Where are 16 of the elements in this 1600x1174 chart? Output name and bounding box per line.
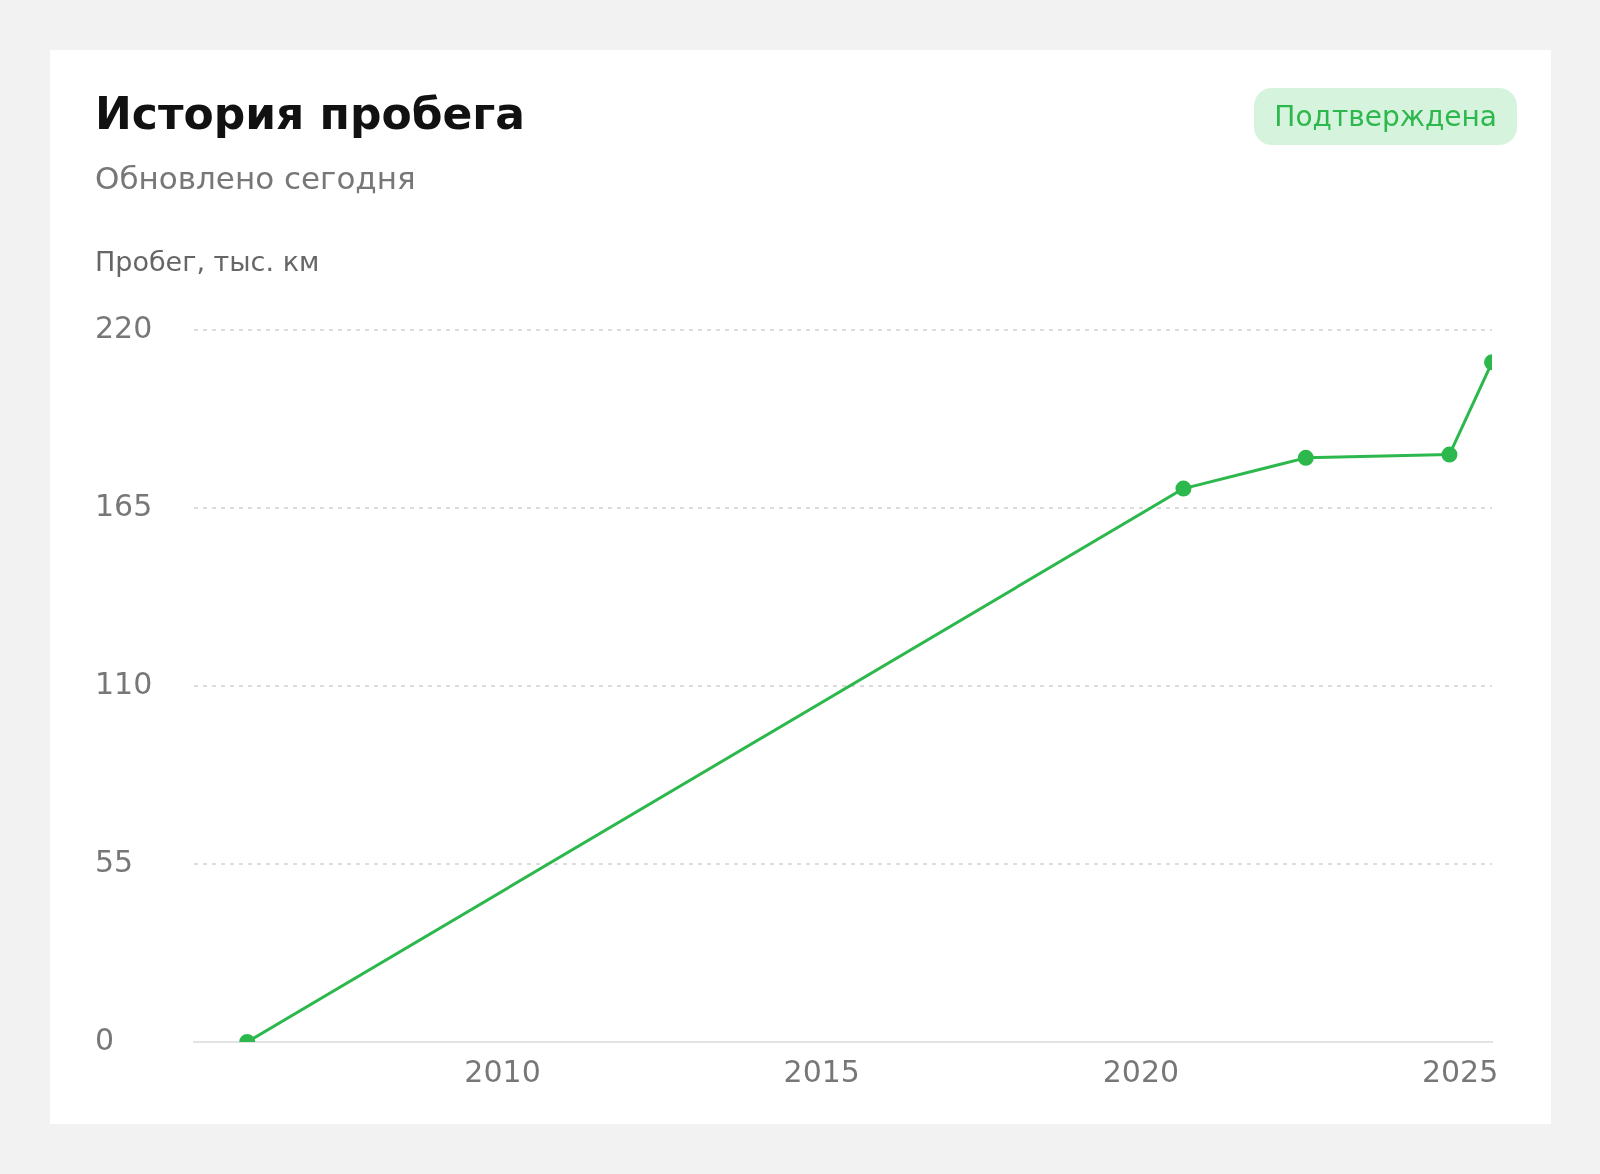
y-tick-label: 110 (95, 665, 153, 701)
x-tick-label: 2010 (464, 1053, 541, 1089)
y-tick-label: 0 (95, 1021, 115, 1057)
x-tick-label: 2020 (1102, 1053, 1180, 1089)
text: Подтверждена (1254, 88, 1517, 145)
y-tick-label: 220 (95, 309, 153, 345)
x-tick-label: 2025 (1421, 1053, 1499, 1089)
point (1441, 446, 1458, 463)
y-tick-label: 55 (95, 843, 134, 879)
y-tick-label: 165 (95, 487, 153, 523)
chart-title: История пробега (95, 88, 525, 139)
point (1175, 480, 1192, 497)
point (1297, 449, 1314, 466)
y-axis-title: Пробег, тыс. км (95, 246, 320, 277)
x-tick-label: 2015 (783, 1053, 860, 1089)
chart-subtitle: Обновлено сегодня (95, 160, 416, 196)
